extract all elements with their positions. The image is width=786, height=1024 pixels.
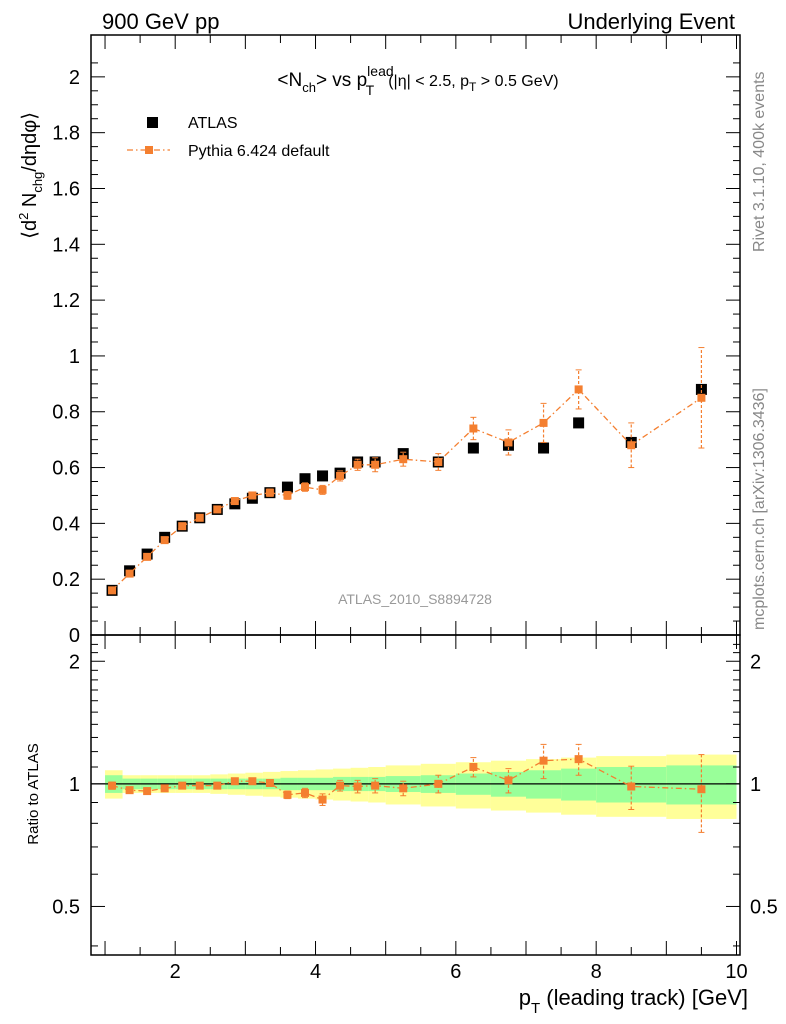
pythia-point (230, 497, 239, 506)
atlas-point (695, 383, 707, 395)
upper-y-tick-label: 1.2 (52, 290, 80, 312)
upper-y-tick-label: 0.4 (52, 513, 80, 535)
pythia-point (178, 522, 187, 531)
pythia-point (469, 424, 478, 433)
upper-panel: 0 0.2 0.4 0.6 0.8 1 1.2 1.4 1.6 1.8 2 (52, 34, 741, 955)
legend: ATLAS Pythia 6.424 default (127, 115, 330, 160)
ratio-point (265, 778, 274, 787)
ratio-point (230, 777, 239, 786)
pythia-point (160, 536, 169, 545)
ratio-point (434, 779, 443, 788)
ratio-point (300, 788, 309, 797)
upper-y-tick-label: 2 (69, 67, 80, 89)
upper-y-tick-label: 1 (69, 346, 80, 368)
ratio-point (213, 781, 222, 790)
ratio-point (336, 781, 345, 790)
pythia-point (399, 455, 408, 464)
ratio-point (371, 781, 380, 790)
pythia-point (213, 505, 222, 514)
pythia-point (300, 483, 309, 492)
atlas-point (538, 442, 550, 454)
pythia-line (111, 388, 702, 591)
legend-atlas-label: ATLAS (188, 115, 238, 132)
pythia-point (434, 457, 443, 466)
legend-atlas-marker (147, 117, 158, 128)
ratio-point (108, 781, 117, 790)
pythia-point (336, 471, 345, 480)
ratio-point (248, 777, 257, 786)
pythia-point (283, 491, 292, 500)
x-axis-label: pT (leading track) [GeV] (519, 985, 748, 1017)
atlas-point (299, 473, 311, 485)
ratio-point (143, 787, 152, 796)
upper-y-tick-label: 0 (69, 625, 80, 647)
pythia-point (125, 569, 134, 578)
lower-y-tick-label-right: 1 (750, 774, 761, 796)
atlas-point (467, 442, 479, 454)
ratio-point (160, 784, 169, 793)
pythia-point (539, 418, 548, 427)
ratio-point (125, 786, 134, 795)
atlas-point (281, 481, 293, 493)
pythia-point (108, 586, 117, 595)
pythia-point (318, 485, 327, 494)
ratio-point (539, 756, 548, 765)
pythia-point (504, 438, 513, 447)
upper-y-tick-label: 1.6 (52, 178, 80, 200)
pythia-point (697, 393, 706, 402)
ratio-point (504, 776, 513, 785)
pythia-point (353, 460, 362, 469)
rivet-label: Rivet 3.1.10, 400k events (751, 71, 768, 252)
header-left-label: 900 GeV pp (102, 9, 219, 34)
lower-y-tick-label-right: 2 (750, 651, 761, 673)
atlas-point (317, 470, 329, 482)
upper-y-tick-label: 0.8 (52, 402, 80, 424)
x-tick-label: 6 (450, 961, 461, 983)
upper-y-axis-label: ⟨d2 Nchg/dηdφ⟩ (16, 112, 45, 239)
ratio-point (399, 784, 408, 793)
ratio-point (318, 795, 327, 804)
pythia-point (248, 491, 257, 500)
x-tick-label: 4 (310, 961, 321, 983)
upper-y-tick-label: 1.8 (52, 123, 80, 145)
x-tick-label: 10 (725, 961, 747, 983)
x-tick-label: 2 (170, 961, 181, 983)
pythia-point (265, 488, 274, 497)
upper-y-tick-label: 1.4 (52, 234, 80, 256)
legend-pythia-marker (145, 146, 153, 154)
lower-y-tick-label-left: 0.5 (52, 896, 80, 918)
pythia-point (371, 460, 380, 469)
ratio-point (195, 781, 204, 790)
upper-y-tick-label: 0.2 (52, 569, 80, 591)
ratio-point (353, 782, 362, 791)
mcplots-label: mcplots.cern.ch [arXiv:1306.3436] (751, 388, 768, 630)
atlas-point (573, 417, 585, 429)
upper-y-tick-label: 0.6 (52, 458, 80, 480)
lower-y-tick-label-left: 1 (69, 774, 80, 796)
x-tick-label: 8 (591, 961, 602, 983)
lower-y-axis-label: Ratio to ATLAS (25, 743, 42, 844)
lower-panel: 2 4 6 8 10 0.5 0.5 1 1 2 2 (52, 634, 778, 983)
main-title: <Nch> vs plead T (|η| < 2.5, pT > 0.5 GeV) (277, 63, 558, 98)
ratio-point (178, 781, 187, 790)
lower-y-tick-label-right: 0.5 (750, 896, 778, 918)
ratio-point (574, 755, 583, 764)
analysis-label: ATLAS_2010_S8894728 (338, 591, 492, 607)
ratio-point (627, 782, 636, 791)
lower-y-tick-label-left: 2 (69, 651, 80, 673)
pythia-point (574, 385, 583, 394)
legend-pythia-label: Pythia 6.424 default (188, 143, 330, 160)
lower-frame (90, 634, 741, 956)
ratio-point (283, 790, 292, 799)
header-right-label: Underlying Event (567, 9, 735, 34)
ratio-point (697, 785, 706, 794)
pythia-point (627, 441, 636, 450)
pythia-point (143, 552, 152, 561)
pythia-point (195, 513, 204, 522)
ratio-point (469, 762, 478, 771)
